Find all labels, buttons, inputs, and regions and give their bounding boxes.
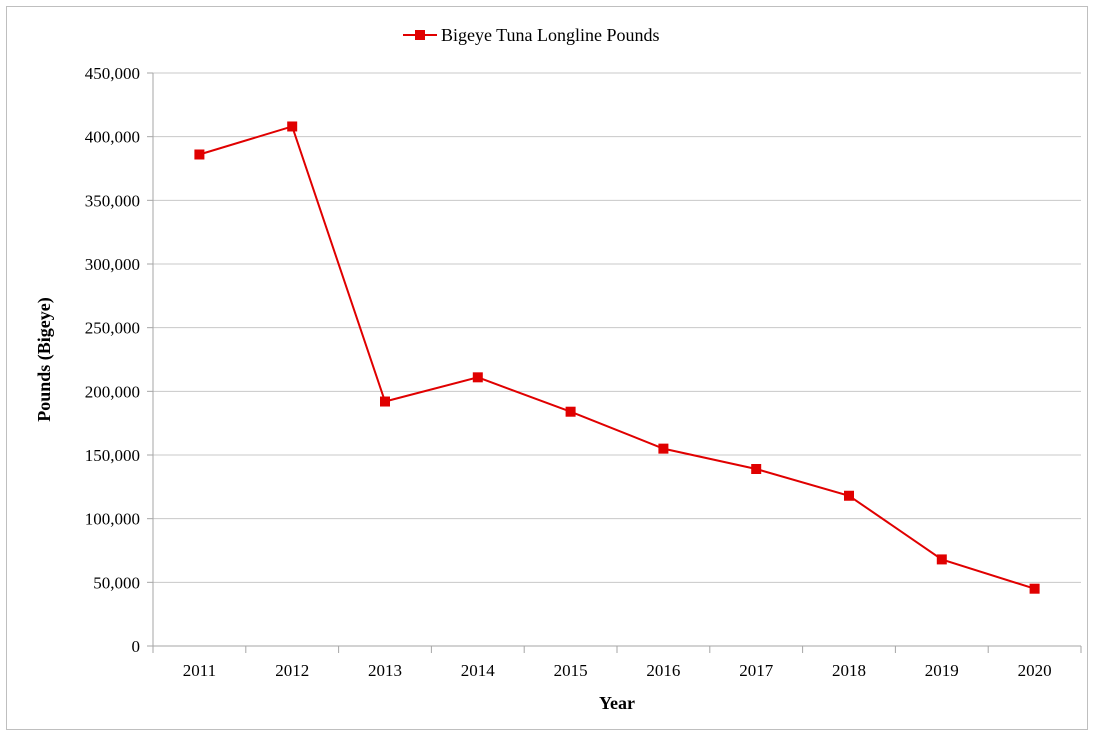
data-point-marker: [380, 396, 390, 407]
x-tick-label: 2012: [275, 661, 309, 680]
x-tick-label: 2019: [925, 661, 959, 680]
y-tick-label: 150,000: [85, 446, 140, 465]
data-point-marker: [287, 121, 298, 132]
data-point-marker: [751, 464, 762, 475]
y-tick-label: 100,000: [85, 510, 140, 529]
x-tick-label: 2011: [183, 661, 216, 680]
axes: [147, 72, 1082, 653]
y-tick-label: 0: [132, 637, 141, 656]
data-point-marker: [194, 149, 205, 160]
y-tick-label: 50,000: [93, 573, 140, 592]
legend-label: Bigeye Tuna Longline Pounds: [441, 25, 660, 45]
data-point-marker: [565, 406, 576, 417]
y-tick-labels: 0 50,000 100,000 150,000 200,000 250,000 300,0…: [85, 64, 140, 656]
x-tick-label: 2020: [1018, 661, 1052, 680]
data-point-marker: [658, 443, 669, 454]
y-tick-label: 350,000: [85, 191, 140, 210]
y-tick-label: 300,000: [85, 255, 140, 274]
series-layer: [194, 121, 1040, 594]
x-tick-label: 2018: [832, 661, 866, 680]
y-tick-label: 200,000: [85, 382, 140, 401]
legend-marker: [415, 30, 425, 40]
data-point-marker: [936, 554, 947, 565]
x-tick-label: 2015: [554, 661, 588, 680]
y-tick-label: 250,000: [85, 319, 140, 338]
data-point-marker: [844, 490, 854, 501]
gridlines: [153, 72, 1081, 583]
x-tick-label: 2017: [739, 661, 774, 680]
x-axis-title: Year: [599, 693, 635, 713]
x-tick-labels: 2011 2012 2013 2014 2015 2016 2017 2018 2019 2020: [183, 661, 1052, 680]
series-line: [199, 125, 1035, 590]
y-tick-label: 450,000: [85, 64, 140, 83]
legend: Bigeye Tuna Longline Pounds: [403, 25, 660, 45]
x-tick-label: 2014: [461, 661, 496, 680]
x-tick-label: 2016: [646, 661, 680, 680]
x-tick-label: 2013: [368, 661, 402, 680]
y-axis-title: Pounds (Bigeye): [34, 297, 55, 422]
chart-frame: [6, 6, 1088, 730]
data-point-marker: [472, 372, 483, 383]
y-tick-label: 400,000: [85, 128, 140, 147]
data-point-marker: [1029, 583, 1040, 594]
